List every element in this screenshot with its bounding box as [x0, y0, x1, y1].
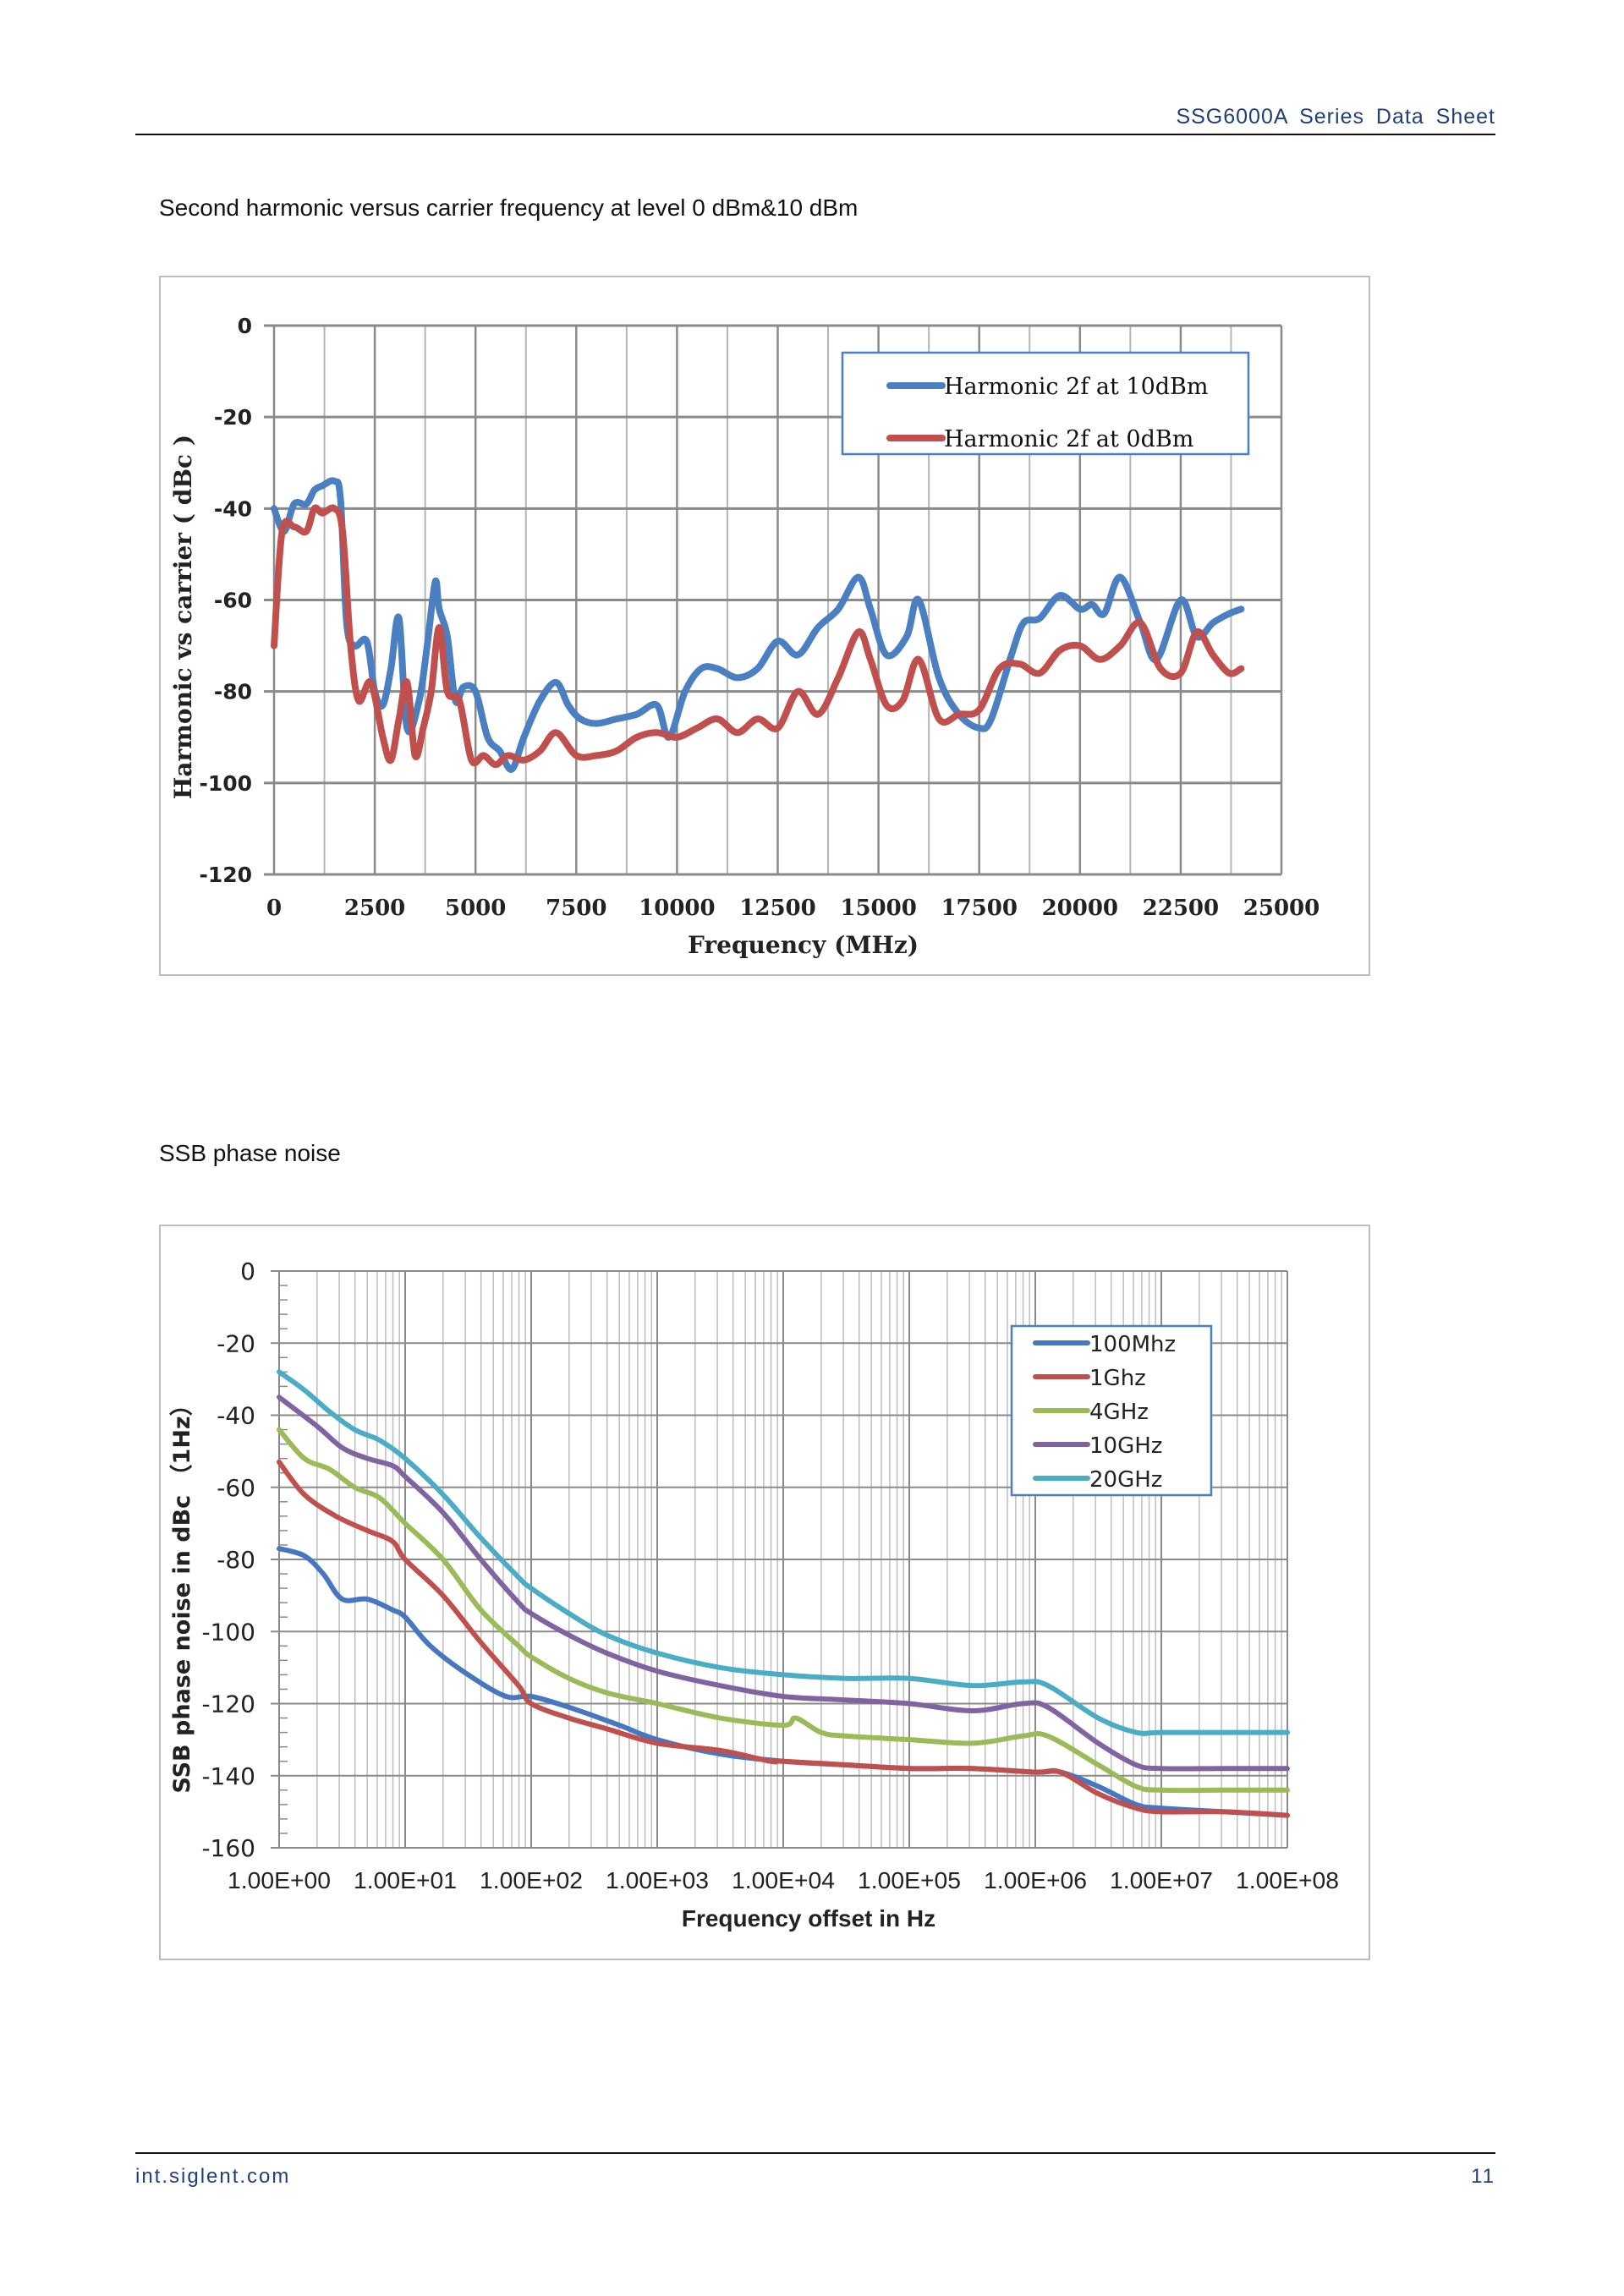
y-tick-label: -140 — [201, 1762, 255, 1790]
x-axis-title: Frequency offset in Hz — [682, 1905, 935, 1932]
series-line-4ghz — [277, 1427, 1290, 1794]
y-tick-label: -100 — [199, 771, 252, 796]
header-divider — [135, 134, 1495, 135]
y-tick-label: -60 — [214, 589, 252, 613]
series-line-10ghz — [277, 1395, 1290, 1772]
footer-website: int.siglent.com — [135, 2165, 291, 2188]
y-tick-label: 0 — [240, 1258, 255, 1285]
y-tick-label: -20 — [217, 1329, 255, 1357]
series-line-10dbm — [271, 477, 1245, 773]
x-tick-label: 1.00E+02 — [480, 1867, 583, 1893]
y-tick-label: -120 — [199, 863, 252, 887]
chart-legend: Harmonic 2f at 10dBm Harmonic 2f at 0dBm — [841, 351, 1250, 456]
y-tick-label: 0 — [238, 314, 252, 338]
y-tick-label: -40 — [214, 496, 252, 521]
x-tick-label: 0 — [266, 896, 282, 921]
y-axis-title: Harmonic vs carrier ( dBc ) — [169, 435, 197, 799]
x-tick-label: 17500 — [941, 896, 1017, 921]
section-title-phase-noise: SSB phase noise — [159, 1140, 341, 1166]
y-tick-label: -80 — [217, 1546, 255, 1574]
x-tick-label: 1.00E+04 — [732, 1867, 835, 1893]
x-tick-label: 22500 — [1143, 896, 1219, 921]
x-tick-label: 15000 — [840, 896, 916, 921]
legend-label: 10GHz — [1089, 1433, 1162, 1459]
legend-label: 100Mhz — [1089, 1332, 1176, 1357]
series-line-1ghz — [277, 1459, 1290, 1818]
x-tick-label: 20000 — [1042, 896, 1118, 921]
y-tick-label: -20 — [214, 405, 252, 430]
x-tick-label: 2500 — [344, 896, 405, 921]
y-tick-label: -160 — [201, 1834, 255, 1862]
x-tick-label: 25000 — [1243, 896, 1320, 921]
document-title: SSG6000A Series Data Sheet — [1176, 105, 1495, 129]
page-number: 11 — [1471, 2165, 1495, 2188]
section-title-harmonic: Second harmonic versus carrier frequency… — [159, 195, 859, 221]
footer-divider — [135, 2152, 1495, 2154]
y-tick-label: -100 — [201, 1618, 255, 1646]
harmonic-chart-svg: 0 -20 -40 -60 -80 -100 -120 0 2500 5000 7500 10000 1… — [169, 314, 1320, 959]
x-tick-label: 1.00E+00 — [228, 1867, 331, 1893]
y-tick-label: -60 — [217, 1474, 255, 1502]
x-tick-label: 1.00E+03 — [606, 1867, 709, 1893]
y-tick-label: -120 — [201, 1690, 255, 1718]
legend-label: Harmonic 2f at 0dBm — [944, 426, 1193, 452]
legend-label: 4GHz — [1089, 1400, 1149, 1425]
series-line-20ghz — [277, 1369, 1290, 1736]
chart-legend: 100Mhz 1Ghz 4GHz 10GHz 20GHz — [1010, 1324, 1213, 1497]
x-tick-label: 1.00E+08 — [1236, 1867, 1339, 1893]
series-line-100mhz — [277, 1546, 1290, 1818]
y-tick-label: -40 — [217, 1402, 255, 1430]
legend-label: 1Ghz — [1089, 1366, 1146, 1391]
phase-noise-chart-svg: 0 -20 -40 -60 -80 -100 -120 -140 -160 1.00E+00 1.0… — [169, 1258, 1339, 1932]
x-axis-title: Frequency (MHz) — [688, 931, 919, 959]
legend-label: Harmonic 2f at 10dBm — [944, 374, 1209, 400]
x-tick-label: 1.00E+01 — [354, 1867, 457, 1893]
x-tick-label: 1.00E+06 — [984, 1867, 1087, 1893]
x-tick-label: 7500 — [546, 896, 606, 921]
x-tick-label: 5000 — [445, 896, 506, 921]
y-tick-label: -80 — [214, 680, 252, 704]
x-tick-label: 10000 — [639, 896, 715, 921]
series-line-0dbm — [271, 504, 1245, 769]
x-tick-label: 1.00E+05 — [858, 1867, 961, 1893]
legend-label: 20GHz — [1089, 1467, 1162, 1493]
harmonic-chart: 0 -20 -40 -60 -80 -100 -120 0 2500 5000 7500 10000 1… — [159, 276, 1370, 976]
x-tick-label: 1.00E+07 — [1110, 1867, 1213, 1893]
x-tick-label: 12500 — [739, 896, 815, 921]
y-axis-title: SSB phase noise in dBc （1Hz） — [169, 1393, 195, 1793]
phase-noise-chart: 0 -20 -40 -60 -80 -100 -120 -140 -160 1.00E+00 1.0… — [159, 1225, 1370, 1960]
